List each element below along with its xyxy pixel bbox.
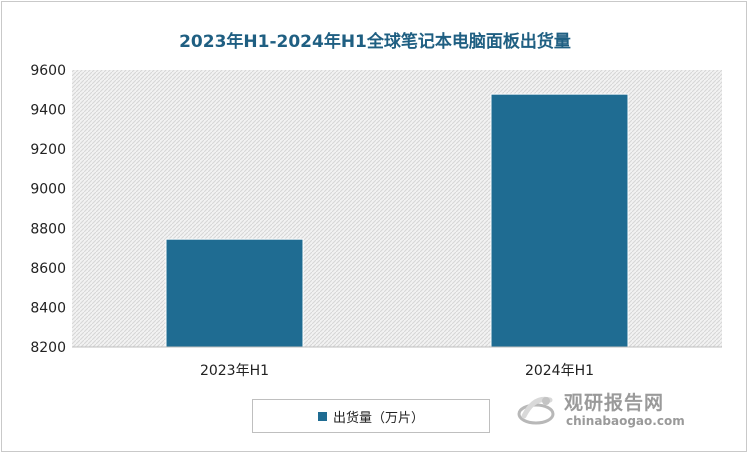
y-tick-label: 9000: [30, 182, 66, 198]
y-tick-label: 8600: [30, 261, 66, 277]
watermark-name: 观研报告网: [564, 392, 665, 414]
y-tick-label: 9400: [30, 103, 66, 119]
bar: [490, 93, 629, 348]
chart-title: 2023年H1-2024年H1全球笔记本电脑面板出货量: [179, 32, 571, 52]
y-tick-label: 8400: [30, 300, 66, 316]
y-tick-label: 8800: [30, 221, 66, 237]
watermark-logo-icon: [517, 396, 555, 425]
x-tick-label: 2023年H1: [200, 363, 269, 379]
legend-label: 出货量（万片）: [332, 410, 424, 426]
watermark-url: chinabaogao.com: [566, 414, 685, 428]
legend: 出货量（万片）: [252, 399, 490, 433]
bar: [165, 238, 304, 348]
watermark: 观研报告网 chinabaogao.com: [516, 386, 716, 436]
y-tick-label: 9200: [30, 142, 66, 158]
x-tick-label: 2024年H1: [525, 363, 594, 379]
legend-swatch: [317, 411, 327, 421]
y-tick-label: 8200: [30, 340, 66, 356]
y-tick-label: 9600: [30, 63, 66, 79]
